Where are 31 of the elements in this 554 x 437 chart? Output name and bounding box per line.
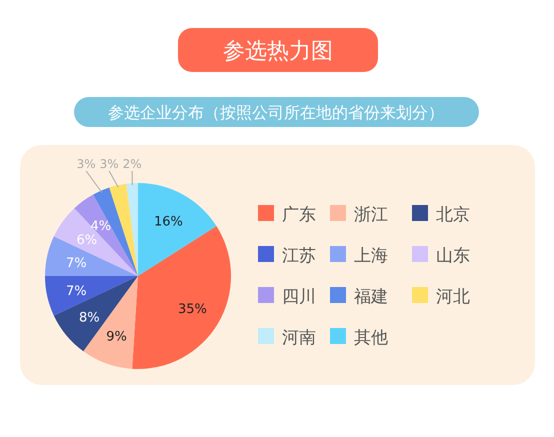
data-label: 2% xyxy=(122,157,142,171)
legend-label: 河北 xyxy=(436,287,470,307)
legend-label: 上海 xyxy=(354,246,388,266)
pie-slice xyxy=(45,236,138,276)
data-label: 35% xyxy=(178,302,207,318)
legend-label: 山东 xyxy=(436,246,470,266)
legend-label: 福建 xyxy=(354,287,388,307)
legend-label: 广东 xyxy=(282,205,316,225)
data-label: 3% xyxy=(100,157,119,171)
legend-label: 其他 xyxy=(354,328,388,348)
data-label: 6% xyxy=(76,232,98,248)
data-label: 3% xyxy=(76,157,96,171)
data-label: 7% xyxy=(66,256,87,272)
legend-label: 浙江 xyxy=(354,205,388,225)
pie-slice xyxy=(54,208,138,276)
pie-slice xyxy=(54,276,138,352)
pie-slice xyxy=(132,226,231,369)
data-label: 16% xyxy=(154,214,183,230)
legend-label: 河南 xyxy=(282,328,316,348)
data-label: 8% xyxy=(78,310,100,326)
chart-title: 参选热力图 xyxy=(223,39,333,64)
data-label: 9% xyxy=(106,330,127,344)
pie-slice xyxy=(138,183,217,276)
legend-label: 江苏 xyxy=(282,246,316,266)
pie-slice xyxy=(109,184,138,276)
data-label: 4% xyxy=(90,218,112,234)
pie-slice xyxy=(126,183,138,276)
legend-label: 四川 xyxy=(282,287,316,307)
chart-subtitle: 参选企业分布（按照公司所在地的省份来划分） xyxy=(108,103,444,122)
data-label: 7% xyxy=(66,284,87,299)
legend-label: 北京 xyxy=(436,205,470,225)
